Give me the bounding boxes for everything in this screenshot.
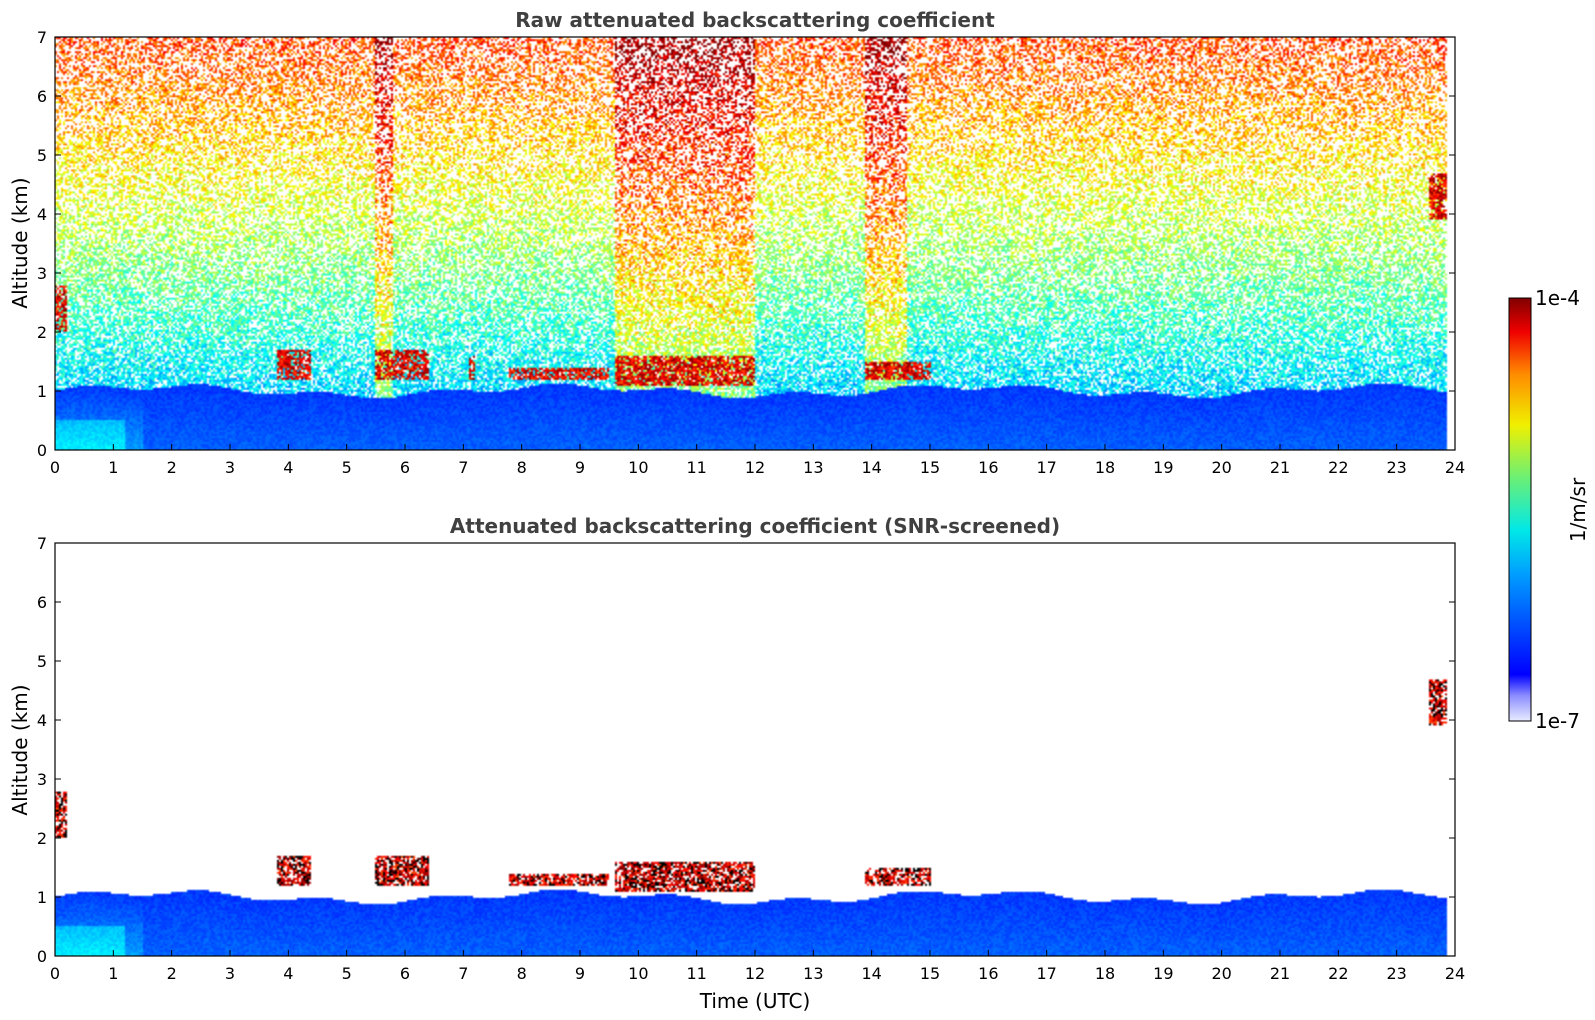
colorbar-unit-label: 1/m/sr [1566,477,1590,542]
top-x-axis: 0 1 2 3 4 5 6 7 8 9 10 11 12 13 14 15 16 17 18 19 20 21 22 23 24 [50,444,1465,477]
top-x-tick-label: 13 [803,458,823,477]
bottom-x-tick-label: 8 [517,964,527,983]
top-x-tick-label: 8 [517,458,527,477]
top-x-tick-label: 22 [1328,458,1348,477]
top-x-tick-label: 18 [1095,458,1115,477]
bottom-x-tick-label: 17 [1036,964,1056,983]
bottom-x-tick-label: 1 [108,964,118,983]
top-y-tick-label: 2 [37,323,47,342]
top-x-tick-label: 20 [1211,458,1231,477]
top-x-tick-label: 4 [283,458,293,477]
bottom-y-tick-label: 3 [37,770,47,789]
top-x-tick-label: 14 [861,458,881,477]
top-x-tick-label: 15 [920,458,940,477]
bottom-x-tick-label: 10 [628,964,648,983]
top-y-tick-label: 4 [37,205,47,224]
top-y-tick-label: 3 [37,264,47,283]
bottom-y-axis: 0 1 2 3 4 5 6 7 [37,534,1455,966]
top-x-tick-label: 7 [458,458,468,477]
bottom-y-tick-label: 1 [37,888,47,907]
top-x-tick-label: 9 [575,458,585,477]
bottom-panel-heatmap [55,543,1455,956]
bottom-x-tick-label: 16 [978,964,998,983]
colorbar-max-label: 1e-4 [1535,286,1580,310]
top-x-tick-label: 3 [225,458,235,477]
bottom-y-axis-label: Altitude (km) [8,684,32,815]
bottom-y-tick-label: 4 [37,711,47,730]
bottom-x-tick-label: 12 [745,964,765,983]
bottom-x-tick-label: 2 [167,964,177,983]
top-y-tick-label: 5 [37,146,47,165]
bottom-x-tick-label: 5 [342,964,352,983]
bottom-x-axis: 0 1 2 3 4 5 6 7 8 9 10 11 12 13 14 15 16 17 18 19 20 21 22 23 24 [50,950,1465,983]
top-x-tick-label: 21 [1270,458,1290,477]
bottom-x-tick-label: 3 [225,964,235,983]
top-y-tick-label: 1 [37,382,47,401]
bottom-x-tick-label: 0 [50,964,60,983]
top-x-tick-label: 1 [108,458,118,477]
top-x-tick-label: 12 [745,458,765,477]
bottom-x-tick-label: 13 [803,964,823,983]
bottom-x-tick-label: 11 [686,964,706,983]
bottom-x-tick-label: 4 [283,964,293,983]
bottom-x-tick-label: 24 [1445,964,1465,983]
top-x-tick-label: 17 [1036,458,1056,477]
bottom-x-axis-label: Time (UTC) [699,989,811,1013]
colorbar-min-label: 1e-7 [1535,709,1580,733]
top-panel-title: Raw attenuated backscattering coefficien… [515,8,995,32]
top-y-tick-label: 7 [37,28,47,47]
bottom-panel: Attenuated backscattering coefficient (S… [8,514,1465,1013]
top-panel-heatmap [55,37,1455,450]
top-x-tick-label: 24 [1445,458,1465,477]
top-x-tick-label: 16 [978,458,998,477]
bottom-y-tick-label: 6 [37,593,47,612]
bottom-x-tick-label: 6 [400,964,410,983]
bottom-x-tick-label: 7 [458,964,468,983]
bottom-x-tick-label: 19 [1153,964,1173,983]
top-y-axis-label: Altitude (km) [8,177,32,308]
bottom-heatmap-image [55,543,1455,956]
top-y-axis: 0 1 2 3 4 5 6 7 [37,28,1455,460]
colorbar: 1e-4 1e-7 1/m/sr [1508,286,1590,733]
top-y-tick-label: 6 [37,87,47,106]
top-x-tick-label: 11 [686,458,706,477]
top-panel: Raw attenuated backscattering coefficien… [8,8,1465,477]
bottom-x-tick-label: 23 [1386,964,1406,983]
bottom-y-tick-label: 7 [37,534,47,553]
bottom-x-tick-label: 21 [1270,964,1290,983]
top-x-tick-label: 0 [50,458,60,477]
bottom-x-tick-label: 9 [575,964,585,983]
top-heatmap-image [55,37,1455,450]
top-y-tick-label: 0 [37,441,47,460]
bottom-x-tick-label: 18 [1095,964,1115,983]
bottom-y-tick-label: 0 [37,947,47,966]
bottom-x-tick-label: 14 [861,964,881,983]
bottom-x-tick-label: 22 [1328,964,1348,983]
bottom-x-tick-label: 15 [920,964,940,983]
bottom-panel-title: Attenuated backscattering coefficient (S… [450,514,1060,538]
top-x-tick-label: 6 [400,458,410,477]
top-x-tick-label: 2 [167,458,177,477]
top-x-tick-label: 5 [342,458,352,477]
top-x-tick-label: 10 [628,458,648,477]
bottom-y-tick-label: 2 [37,829,47,848]
colorbar-gradient [1508,297,1532,722]
bottom-x-tick-label: 20 [1211,964,1231,983]
top-x-tick-label: 19 [1153,458,1173,477]
bottom-y-tick-label: 5 [37,652,47,671]
top-x-tick-label: 23 [1386,458,1406,477]
